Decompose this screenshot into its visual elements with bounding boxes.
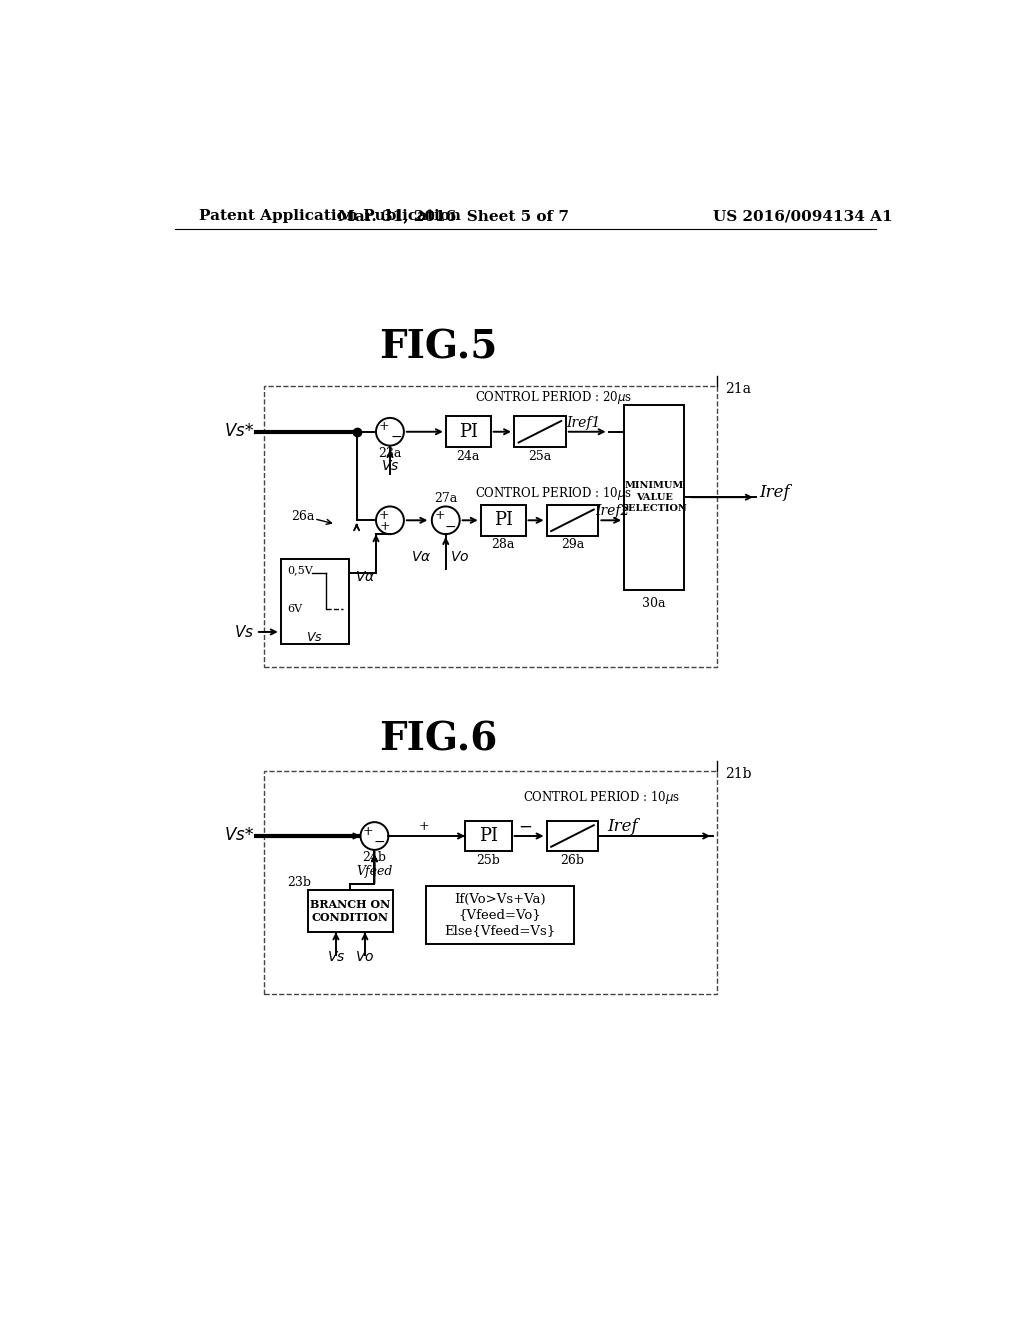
Text: 24a: 24a [457, 450, 480, 463]
Bar [426, 886, 573, 944]
Text: $Vs$: $Vs$ [234, 624, 254, 640]
Text: 27a: 27a [434, 492, 458, 506]
Text: Iref: Iref [607, 818, 638, 836]
Text: +: + [362, 825, 374, 838]
Bar [547, 821, 598, 851]
Text: FIG.5: FIG.5 [379, 329, 498, 366]
Text: 28a: 28a [492, 539, 515, 552]
Text: CONDITION: CONDITION [312, 912, 389, 923]
Text: 29a: 29a [561, 539, 584, 552]
Bar [465, 821, 512, 851]
Text: If(Vo>Vs+Va): If(Vo>Vs+Va) [455, 894, 546, 906]
Text: FIG.6: FIG.6 [379, 721, 498, 759]
Bar [514, 416, 566, 447]
Text: $Vs$*: $Vs$* [224, 424, 254, 441]
Bar [547, 506, 598, 536]
Bar [480, 506, 525, 536]
Text: 25b: 25b [476, 854, 501, 867]
Text: CONTROL PERIOD : 10$\mu$s: CONTROL PERIOD : 10$\mu$s [475, 484, 632, 502]
Bar [263, 771, 717, 994]
Text: PI: PI [479, 828, 498, 845]
Text: Patent Application Publication: Patent Application Publication [200, 209, 461, 223]
Bar [445, 416, 490, 447]
Text: 30a: 30a [642, 597, 666, 610]
Text: $V\alpha$: $V\alpha$ [355, 570, 376, 585]
Text: 0,5V: 0,5V [287, 565, 312, 576]
Text: $V\alpha$: $V\alpha$ [412, 550, 432, 564]
Bar [308, 890, 393, 932]
Text: US 2016/0094134 A1: US 2016/0094134 A1 [713, 209, 893, 223]
Text: 26a: 26a [291, 510, 314, 523]
Bar [263, 385, 717, 667]
Text: {Vfeed=Vo}: {Vfeed=Vo} [459, 908, 542, 921]
Text: +: + [379, 510, 389, 523]
Text: $Vs$: $Vs$ [381, 458, 399, 473]
Text: +: + [379, 420, 389, 433]
Bar [281, 558, 349, 644]
Text: +: + [419, 820, 429, 833]
Text: Vfeed: Vfeed [356, 865, 392, 878]
Text: 21a: 21a [725, 383, 751, 396]
Text: $Vo$: $Vo$ [450, 550, 469, 564]
Text: 21b: 21b [725, 767, 752, 781]
Text: Mar. 31, 2016  Sheet 5 of 7: Mar. 31, 2016 Sheet 5 of 7 [338, 209, 569, 223]
Text: VALUE: VALUE [636, 492, 673, 502]
Text: Iref: Iref [760, 484, 791, 502]
Text: $Vs$*: $Vs$* [224, 828, 254, 845]
Text: CONTROL PERIOD : 20$\mu$s: CONTROL PERIOD : 20$\mu$s [475, 388, 632, 405]
Text: PI: PI [459, 422, 478, 441]
Text: −: − [374, 836, 385, 849]
Text: −: − [444, 520, 457, 533]
Text: SELECTION: SELECTION [622, 504, 687, 513]
Bar [624, 405, 684, 590]
Text: $Vo$: $Vo$ [355, 950, 375, 964]
Text: MINIMUM: MINIMUM [625, 482, 684, 490]
Text: BRANCH ON: BRANCH ON [310, 899, 390, 911]
Text: 25a: 25a [528, 450, 552, 463]
Text: Iref1: Iref1 [565, 416, 600, 429]
Text: −: − [518, 818, 532, 836]
Text: $Vs$: $Vs$ [306, 631, 324, 644]
Text: Else{Vfeed=Vs}: Else{Vfeed=Vs} [444, 924, 556, 937]
Text: 23b: 23b [287, 875, 311, 888]
Text: +: + [434, 510, 444, 523]
Text: PI: PI [494, 511, 513, 529]
Text: 26b: 26b [560, 854, 585, 867]
Text: +: + [379, 520, 390, 533]
Text: −: − [390, 430, 402, 444]
Text: CONTROL PERIOD : 10$\mu$s: CONTROL PERIOD : 10$\mu$s [523, 789, 680, 807]
Text: 6V: 6V [287, 603, 302, 614]
Text: $Vs$: $Vs$ [327, 950, 345, 964]
Text: Iref2: Iref2 [595, 504, 630, 517]
Text: 24b: 24b [362, 851, 386, 865]
Text: 23a: 23a [378, 446, 401, 459]
